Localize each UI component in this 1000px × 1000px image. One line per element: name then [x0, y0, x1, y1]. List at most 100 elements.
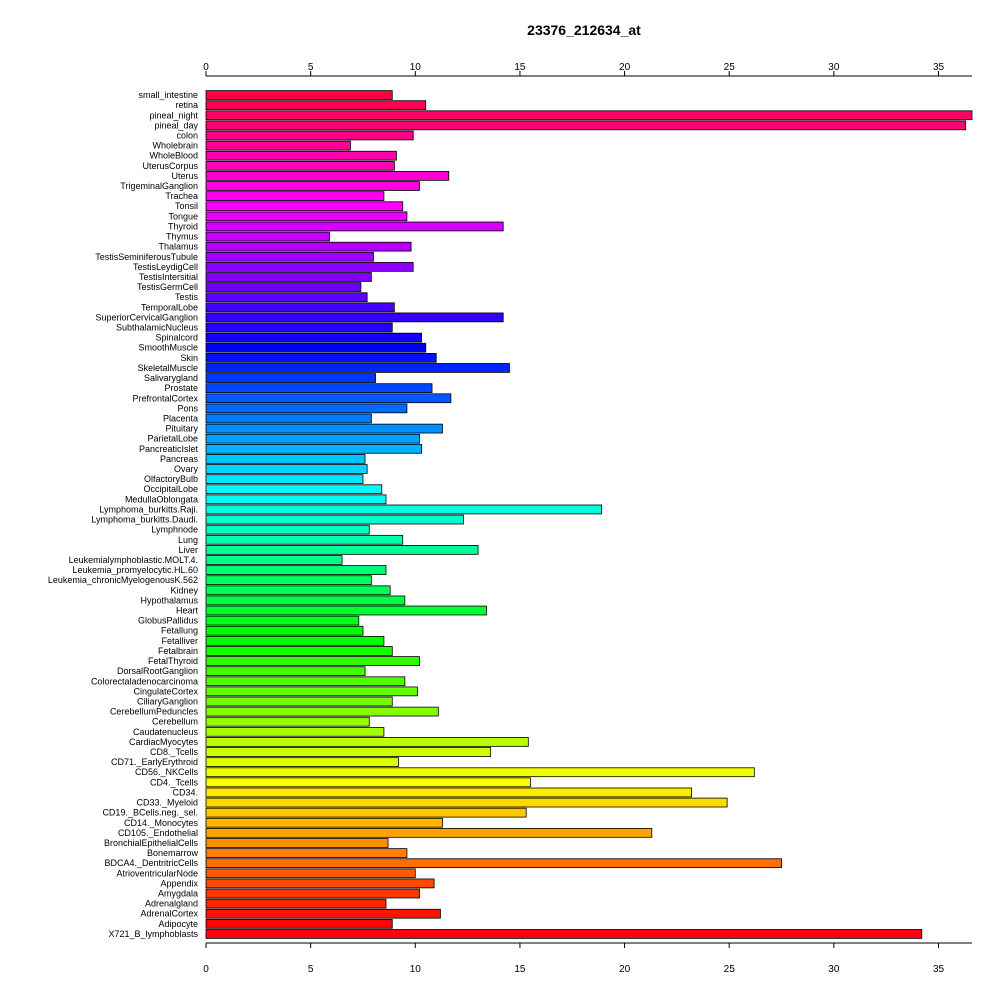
- bar: [205, 150, 397, 161]
- category-label: Appendix: [160, 878, 198, 888]
- category-label: Adipocyte: [158, 919, 198, 929]
- bar: [205, 524, 370, 535]
- bar: [205, 474, 364, 484]
- category-label: Thalamus: [158, 242, 198, 252]
- bar: [205, 352, 437, 363]
- bar: [205, 504, 602, 515]
- bar: [205, 848, 408, 858]
- bar: [205, 282, 362, 292]
- category-label: BDCA4._DentritricCells: [104, 858, 198, 868]
- top-tick-label: 25: [724, 62, 736, 73]
- category-label: Adrenalgland: [145, 899, 198, 909]
- bar: [205, 757, 399, 767]
- category-label: CD14._Monocytes: [124, 818, 199, 828]
- bar: [205, 656, 420, 666]
- category-label: Lymphnode: [151, 525, 198, 535]
- category-label: CD4._Tcells: [150, 777, 199, 787]
- bar: [205, 332, 422, 343]
- bars: [205, 90, 973, 939]
- category-label: Leukemia_promyelocytic.HL.60: [72, 565, 198, 575]
- category-label: CardiacMyocytes: [129, 737, 199, 747]
- bar: [205, 403, 408, 414]
- category-labels: small_intestineretinapineal_nightpineal_…: [48, 90, 199, 939]
- category-label: CerebellumPeduncles: [110, 707, 199, 717]
- bottom-tick-label: 5: [308, 964, 314, 975]
- category-label: Lymphoma_burkitts.Daudi.: [91, 515, 198, 525]
- bottom-tick-label: 10: [410, 964, 422, 975]
- bar: [205, 676, 406, 687]
- bar: [205, 272, 372, 282]
- category-label: CD34.: [172, 787, 198, 797]
- category-label: SuperiorCervicalGanglion: [95, 312, 198, 322]
- bar: [205, 797, 728, 808]
- bar: [205, 363, 510, 373]
- category-label: Amygdala: [158, 889, 198, 899]
- category-label: MedullaOblongata: [125, 494, 198, 504]
- bar: [205, 262, 414, 272]
- bar: [205, 130, 414, 141]
- bottom-tick-label: 15: [514, 964, 526, 975]
- category-label: Tongue: [168, 211, 198, 221]
- top-tick-label: 5: [308, 62, 314, 73]
- bar: [205, 888, 420, 899]
- category-label: TestisSeminiferousTubule: [95, 252, 198, 262]
- category-label: CD8._Tcells: [150, 747, 199, 757]
- bar: [205, 110, 973, 121]
- bar: [205, 817, 443, 828]
- category-label: BronchialEpithelialCells: [104, 838, 199, 848]
- bar: [205, 918, 393, 929]
- category-label: Fetallung: [161, 626, 198, 636]
- bar: [205, 807, 527, 818]
- bar: [205, 898, 387, 909]
- bar: [205, 241, 412, 252]
- bar: [205, 929, 923, 939]
- category-label: TemporalLobe: [141, 302, 198, 312]
- bar: [205, 100, 427, 110]
- category-label: CD71._EarlyErythroid: [111, 757, 198, 767]
- category-label: Leukemialymphoblastic.MOLT.4.: [69, 555, 198, 565]
- category-label: Fetalbrain: [158, 646, 198, 656]
- category-label: PrefrontalCortex: [132, 393, 198, 403]
- top-tick-label: 20: [619, 62, 631, 73]
- category-label: TestisGermCell: [137, 282, 198, 292]
- bar: [205, 747, 492, 757]
- bar: [205, 292, 368, 303]
- bar: [205, 393, 452, 404]
- category-label: OccipitalLobe: [143, 484, 198, 494]
- category-label: Pancreas: [160, 454, 199, 464]
- bottom-tick-label: 0: [203, 964, 209, 975]
- bar: [205, 373, 376, 383]
- top-tick-label: 0: [203, 62, 209, 73]
- category-label: Heart: [176, 606, 199, 616]
- bar: [205, 423, 443, 434]
- bar: [205, 726, 385, 737]
- category-label: Uterus: [171, 171, 198, 181]
- category-label: CiliaryGanglion: [137, 696, 198, 706]
- bar: [205, 140, 351, 151]
- top-x-axis: 0 5 10 15 20 25 30 35: [203, 62, 972, 77]
- bar: [205, 454, 366, 464]
- category-label: Salivarygland: [144, 373, 198, 383]
- bar: [205, 615, 360, 626]
- category-label: SubthalamicNucleus: [116, 323, 199, 333]
- bar: [205, 231, 330, 242]
- category-label: DorsalRootGanglion: [117, 666, 198, 676]
- category-label: CingulateCortex: [133, 686, 198, 696]
- bar: [205, 666, 366, 677]
- bar: [205, 787, 692, 798]
- bar: [205, 828, 653, 838]
- category-label: Liver: [178, 545, 198, 555]
- bar: [205, 767, 755, 778]
- bar: [205, 191, 385, 201]
- bar: [205, 211, 408, 222]
- bar: [205, 383, 433, 393]
- category-label: CD56._NKCells: [135, 767, 199, 777]
- bar: [205, 777, 531, 788]
- bar: [205, 555, 343, 565]
- category-label: Thymus: [166, 232, 199, 242]
- category-label: Cerebellum: [152, 717, 198, 727]
- category-label: colon: [176, 130, 198, 140]
- category-label: TestisLeydigCell: [133, 262, 198, 272]
- category-label: CD33._Myeloid: [136, 798, 198, 808]
